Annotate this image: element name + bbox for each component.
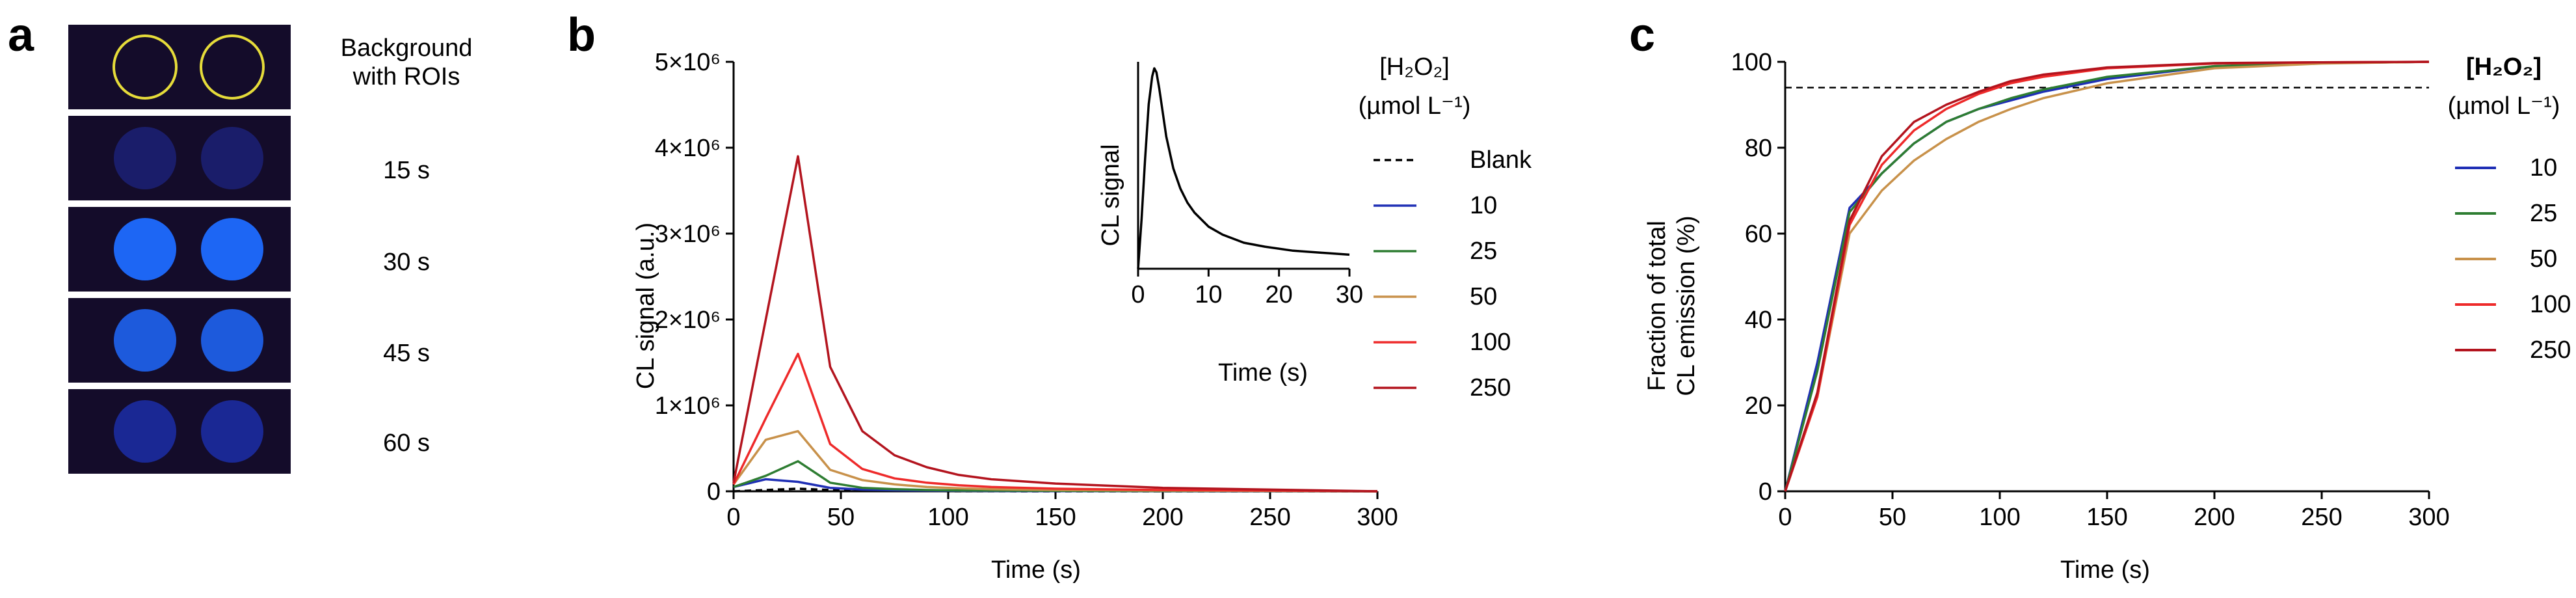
- series-line-100: [1784, 61, 2430, 492]
- panel-a-label-rois: with ROIs: [352, 63, 460, 90]
- chart-b-inset: 0 10 20 30: [1131, 62, 1363, 308]
- y-tick-label: 0: [1759, 478, 1772, 506]
- x-tick-label: 250: [2301, 504, 2342, 531]
- cl-spot: [201, 127, 263, 189]
- y-tick-label: 80: [1745, 135, 1772, 162]
- legend-c-label-10: 10: [2530, 154, 2557, 182]
- y-tick-label: 1×10⁶: [655, 392, 721, 420]
- chart-b-xlabel: Time (s): [991, 556, 1081, 584]
- x-tick-label: 200: [1142, 504, 1183, 531]
- x-tick-label: 0: [726, 504, 740, 531]
- chart-b-ylabel: CL signal (a.u.): [632, 223, 659, 389]
- chart-c: 0 50 100 150 200 250 300 0 20 40 60 80 100: [1731, 49, 2450, 531]
- series-line-10: [1784, 61, 2430, 492]
- inset-x-tick-label: 10: [1195, 281, 1222, 308]
- cl-spot: [114, 218, 176, 280]
- panel-a-tiles: [68, 25, 291, 474]
- series-line-50: [1784, 61, 2430, 492]
- panel-b: b 0 50 100 150 200 250 30001×10⁶2×10⁶3×10⁶4×10…: [567, 9, 1532, 584]
- cl-spot: [201, 309, 263, 372]
- series-line-250: [1784, 61, 2430, 492]
- y-tick-label: 3×10⁶: [655, 221, 721, 248]
- legend-c-label-100: 100: [2530, 291, 2571, 318]
- legend-label-250: 250: [1470, 374, 1511, 401]
- cl-spot: [201, 218, 263, 280]
- cl-spot: [114, 309, 176, 372]
- x-tick-label: 150: [1035, 504, 1076, 531]
- legend-b-title-1: [H₂O₂]: [1379, 53, 1450, 81]
- legend-c-title-1: [H₂O₂]: [2466, 53, 2542, 81]
- panel-a-letter: a: [8, 9, 34, 61]
- x-tick-label: 300: [1357, 504, 1398, 531]
- panel-a-label-30s: 30 s: [383, 249, 430, 276]
- y-tick-label: 40: [1745, 306, 1772, 334]
- panel-a-label-background: Background: [341, 34, 473, 62]
- chart-c-ylabel-2: CL emission (%): [1673, 215, 1700, 396]
- chart-c-xlabel: Time (s): [2060, 556, 2150, 584]
- inset-xlabel: Time (s): [1218, 359, 1308, 387]
- inset-x-tick-label: 30: [1336, 281, 1363, 308]
- roi-circle: [200, 34, 265, 100]
- x-tick-label: 250: [1249, 504, 1290, 531]
- panel-a-label-15s: 15 s: [383, 157, 430, 184]
- panel-a-label-45s: 45 s: [383, 340, 430, 367]
- series-line-25: [1784, 61, 2430, 492]
- legend-b: Blank 10 25 50 100 250: [1374, 146, 1532, 401]
- panel-b-letter: b: [567, 9, 596, 61]
- y-tick-label: 2×10⁶: [655, 306, 721, 334]
- panel-a: a Background with ROIs 15 s 30 s 45 s 60…: [8, 9, 472, 474]
- panel-c: c 0 50 100 150 200 250 300 0 20 40 60 80 100 Fractio…: [1629, 9, 2571, 584]
- y-tick-label: 5×10⁶: [655, 49, 721, 76]
- image-tile: [68, 25, 291, 109]
- inset-series-line: [1137, 67, 1350, 269]
- panel-a-label-60s: 60 s: [383, 429, 430, 457]
- legend-label-100: 100: [1470, 329, 1511, 356]
- x-tick-label: 300: [2408, 504, 2449, 531]
- cl-spot: [114, 400, 176, 463]
- x-tick-label: 150: [2086, 504, 2127, 531]
- cl-spot: [201, 400, 263, 463]
- y-tick-label: 60: [1745, 221, 1772, 248]
- legend-label-blank: Blank: [1470, 146, 1532, 174]
- legend-c: 10 25 50 100 250: [2455, 154, 2571, 364]
- legend-c-title-2: (µmol L⁻¹): [2448, 92, 2560, 120]
- inset-x-tick-label: 20: [1266, 281, 1293, 308]
- x-tick-label: 50: [827, 504, 855, 531]
- legend-b-title-2: (µmol L⁻¹): [1359, 92, 1471, 120]
- chart-b: 0 50 100 150 200 250 30001×10⁶2×10⁶3×10⁶4×10⁶5…: [655, 49, 1398, 531]
- x-tick-label: 100: [1979, 504, 2020, 531]
- y-tick-label: 20: [1745, 392, 1772, 420]
- legend-label-25: 25: [1470, 238, 1497, 265]
- x-tick-label: 200: [2194, 504, 2235, 531]
- legend-c-label-25: 25: [2530, 200, 2557, 227]
- x-tick-label: 0: [1778, 504, 1792, 531]
- cl-spot: [114, 127, 176, 189]
- legend-c-label-250: 250: [2530, 336, 2571, 364]
- chart-c-ylabel-1: Fraction of total: [1643, 221, 1671, 391]
- legend-c-label-50: 50: [2530, 245, 2557, 273]
- series-line-100: [732, 353, 1378, 493]
- legend-label-50: 50: [1470, 283, 1497, 310]
- y-tick-label: 0: [707, 478, 721, 506]
- inset-x-tick-label: 0: [1131, 281, 1145, 308]
- y-tick-label: 100: [1731, 49, 1772, 76]
- inset-ylabel: CL signal: [1097, 144, 1124, 246]
- y-tick-label: 4×10⁶: [655, 135, 721, 162]
- series-line-250: [732, 155, 1378, 493]
- x-tick-label: 50: [1879, 504, 1906, 531]
- legend-label-10: 10: [1470, 192, 1497, 219]
- x-tick-label: 100: [927, 504, 968, 531]
- panel-c-letter: c: [1629, 9, 1655, 61]
- roi-circle: [113, 34, 178, 100]
